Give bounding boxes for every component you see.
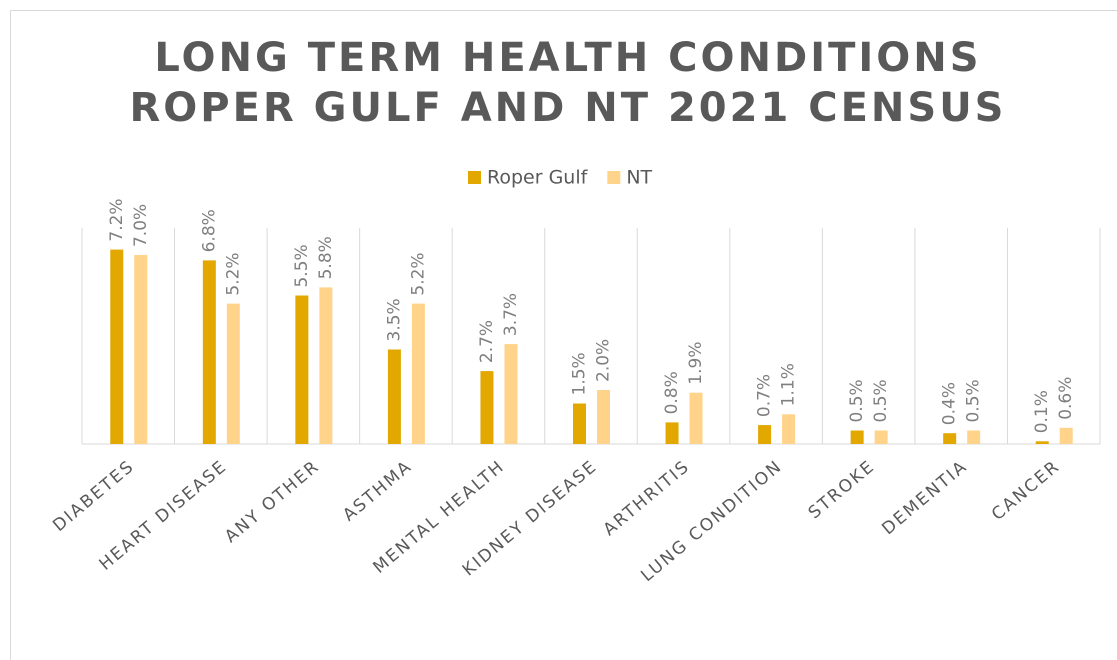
data-label: 0.1% (1032, 390, 1052, 433)
data-label: 0.5% (847, 379, 867, 422)
bar (110, 249, 124, 444)
bar (850, 430, 864, 444)
bar (411, 303, 425, 444)
data-label: 1.1% (779, 363, 799, 406)
legend-swatch (468, 171, 481, 184)
legend-swatch (607, 171, 621, 184)
bar (665, 422, 679, 444)
bar (202, 260, 216, 444)
data-label: 2.7% (477, 320, 497, 363)
data-label: 5.2% (223, 252, 243, 295)
data-label: 5.2% (408, 252, 428, 295)
data-label: 0.5% (964, 379, 984, 422)
bar (319, 287, 333, 444)
chart-frame (10, 10, 1117, 660)
data-label: 0.7% (755, 374, 775, 417)
data-label: 0.4% (940, 382, 960, 425)
data-label: 7.0% (131, 204, 151, 247)
bar (597, 390, 610, 444)
bar (504, 344, 518, 444)
bar (573, 403, 586, 444)
bar (1059, 427, 1073, 444)
data-label: 6.8% (199, 209, 219, 252)
data-label: 1.9% (686, 341, 706, 384)
bar (387, 349, 401, 444)
bar (943, 433, 957, 444)
legend-label: NT (626, 167, 652, 189)
bar (134, 255, 148, 444)
bar (782, 414, 796, 444)
data-label: 0.6% (1056, 377, 1076, 420)
data-label: 7.2% (107, 198, 127, 241)
bar (295, 295, 309, 444)
bar (480, 371, 494, 444)
data-label: 5.5% (292, 244, 312, 287)
data-label: 0.5% (871, 379, 891, 422)
bar (689, 392, 703, 444)
legend-label: Roper Gulf (487, 167, 589, 189)
bar (1035, 441, 1049, 444)
data-label: 0.8% (662, 371, 682, 414)
data-label: 3.7% (501, 293, 521, 336)
data-label: 5.8% (316, 236, 336, 279)
bar (874, 430, 888, 444)
bar (226, 303, 240, 444)
chart-title: LONG TERM HEALTH CONDITIONS (154, 35, 981, 81)
data-label: 3.5% (384, 298, 404, 341)
data-label: 1.5% (570, 352, 590, 395)
bar (967, 430, 981, 444)
bar (758, 425, 772, 444)
data-label: 2.0% (594, 339, 614, 382)
chart-title: ROPER GULF AND NT 2021 CENSUS (130, 85, 1007, 131)
